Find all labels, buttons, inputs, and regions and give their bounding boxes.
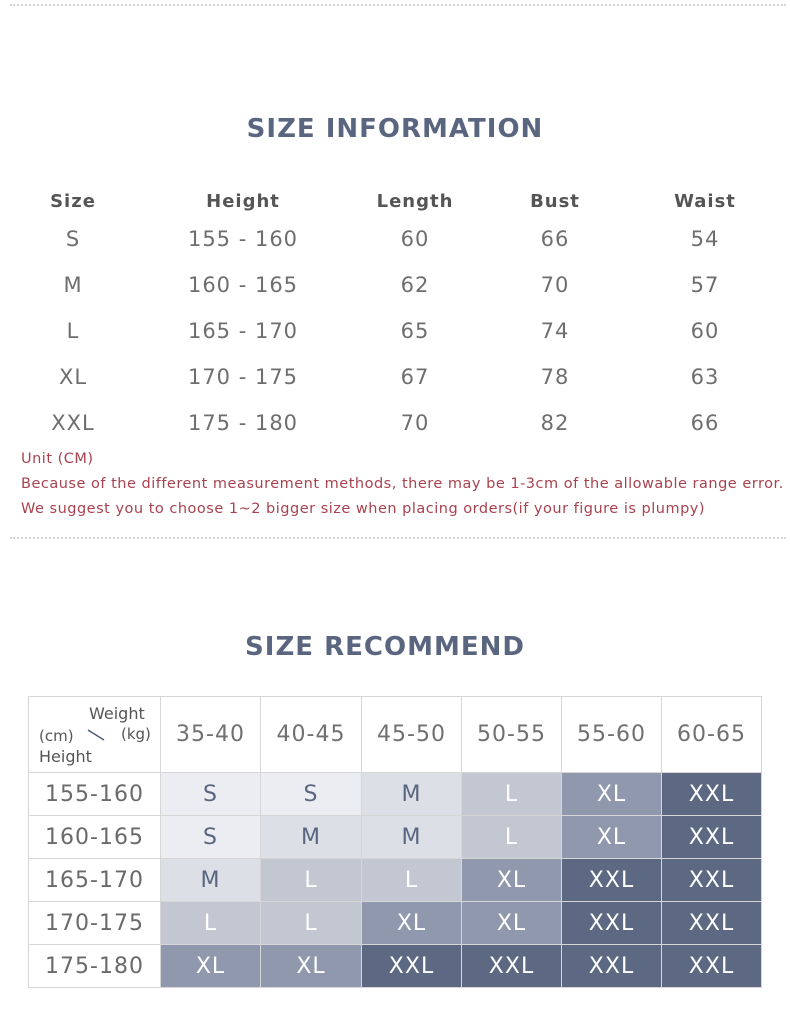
cell-height: 165 - 170 (187, 319, 299, 343)
weight-range-header: 60-65 (661, 696, 762, 773)
cell-bust: 70 (540, 273, 570, 297)
grid-row: 170-175 L L XL XL XXL XXL (28, 901, 762, 945)
cell-bust: 66 (540, 227, 570, 251)
cell-height: 155 - 160 (187, 227, 299, 251)
cell-length: 70 (400, 411, 430, 435)
size-cell: XL (361, 901, 462, 945)
size-information-title: SIZE INFORMATION (246, 114, 544, 144)
size-cell: S (260, 772, 362, 816)
cell-height: 175 - 180 (187, 411, 299, 435)
size-cell: XXL (561, 858, 662, 902)
cell-height: 170 - 175 (187, 365, 299, 389)
header-bust: Bust (530, 190, 580, 212)
weight-range-header: 50-55 (461, 696, 562, 773)
height-label: Height (39, 747, 92, 766)
table-header-row: Size Height Length Bust Waist (0, 186, 790, 216)
size-cell: M (361, 815, 462, 859)
size-recommend-title: SIZE RECOMMEND (245, 632, 525, 662)
cell-length: 67 (400, 365, 430, 389)
cell-waist: 60 (690, 319, 720, 343)
cell-height: 160 - 165 (187, 273, 299, 297)
height-range-label: 160-165 (28, 815, 161, 859)
size-cell: M (361, 772, 462, 816)
grid-row: 175-180 XL XL XXL XXL XXL XXL (28, 944, 762, 988)
height-range-label: 155-160 (28, 772, 161, 816)
grid-row: 160-165 S M M L XL XXL (28, 815, 762, 859)
weight-range-header: 55-60 (561, 696, 662, 773)
header-size: Size (50, 190, 96, 212)
size-cell: L (260, 858, 362, 902)
suggestion-note: We suggest you to choose 1~2 bigger size… (21, 501, 706, 517)
size-cell: M (260, 815, 362, 859)
cell-waist: 66 (690, 411, 720, 435)
size-cell: XXL (561, 901, 662, 945)
size-cell: XXL (661, 815, 762, 859)
measurement-note: Because of the different measurement met… (21, 476, 784, 492)
cell-size: L (66, 319, 80, 343)
header-height: Height (206, 190, 280, 212)
size-cell: XXL (561, 944, 662, 988)
size-cell: XL (260, 944, 362, 988)
cm-label: (cm) (39, 727, 74, 745)
weight-range-header: 45-50 (361, 696, 462, 773)
height-range-label: 175-180 (28, 944, 161, 988)
header-length: Length (376, 190, 454, 212)
size-cell: S (160, 772, 261, 816)
size-cell: XL (461, 858, 562, 902)
weight-range-header: 40-45 (260, 696, 362, 773)
cell-bust: 78 (540, 365, 570, 389)
size-cell: M (160, 858, 261, 902)
cell-length: 65 (400, 319, 430, 343)
grid-header-row: Weight (cm) (kg) Height 35-40 40-45 45-5… (28, 696, 762, 773)
cell-waist: 54 (690, 227, 720, 251)
cell-bust: 74 (540, 319, 570, 343)
table-row: XL 170 - 175 67 78 63 (0, 354, 790, 400)
size-cell: L (461, 772, 562, 816)
cell-size: XL (58, 365, 88, 389)
size-cell: XL (160, 944, 261, 988)
size-cell: XL (561, 772, 662, 816)
size-cell: L (160, 901, 261, 945)
size-cell: XXL (661, 944, 762, 988)
weight-range-header: 35-40 (160, 696, 261, 773)
grid-corner-cell: Weight (cm) (kg) Height (28, 696, 161, 773)
cell-length: 62 (400, 273, 430, 297)
size-cell: XXL (461, 944, 562, 988)
size-information-table: Size Height Length Bust Waist S 155 - 16… (0, 186, 790, 446)
table-row: XXL 175 - 180 70 82 66 (0, 400, 790, 446)
size-recommend-grid: Weight (cm) (kg) Height 35-40 40-45 45-5… (28, 696, 762, 988)
grid-row: 155-160 S S M L XL XXL (28, 772, 762, 816)
weight-label: Weight (89, 704, 145, 723)
cell-size: XXL (51, 411, 95, 435)
table-row: S 155 - 160 60 66 54 (0, 216, 790, 262)
cell-length: 60 (400, 227, 430, 251)
height-range-label: 165-170 (28, 858, 161, 902)
section-divider (10, 537, 786, 539)
diagonal-slash-icon (87, 729, 105, 741)
height-range-label: 170-175 (28, 901, 161, 945)
size-cell: XXL (361, 944, 462, 988)
cell-bust: 82 (540, 411, 570, 435)
cell-waist: 57 (690, 273, 720, 297)
size-cell: XL (561, 815, 662, 859)
size-cell: XL (461, 901, 562, 945)
cell-size: M (63, 273, 83, 297)
size-cell: L (361, 858, 462, 902)
size-cell: L (461, 815, 562, 859)
table-row: L 165 - 170 65 74 60 (0, 308, 790, 354)
size-notes: Unit (CM) Because of the different measu… (21, 447, 784, 522)
grid-row: 165-170 M L L XL XXL XXL (28, 858, 762, 902)
size-cell: XXL (661, 901, 762, 945)
table-row: M 160 - 165 62 70 57 (0, 262, 790, 308)
size-cell: S (160, 815, 261, 859)
cell-size: S (65, 227, 81, 251)
header-waist: Waist (674, 190, 736, 212)
size-cell: XXL (661, 772, 762, 816)
size-cell: L (260, 901, 362, 945)
unit-note: Unit (CM) (21, 451, 94, 467)
top-divider (10, 4, 786, 6)
size-cell: XXL (661, 858, 762, 902)
cell-waist: 63 (690, 365, 720, 389)
kg-label: (kg) (121, 725, 151, 743)
